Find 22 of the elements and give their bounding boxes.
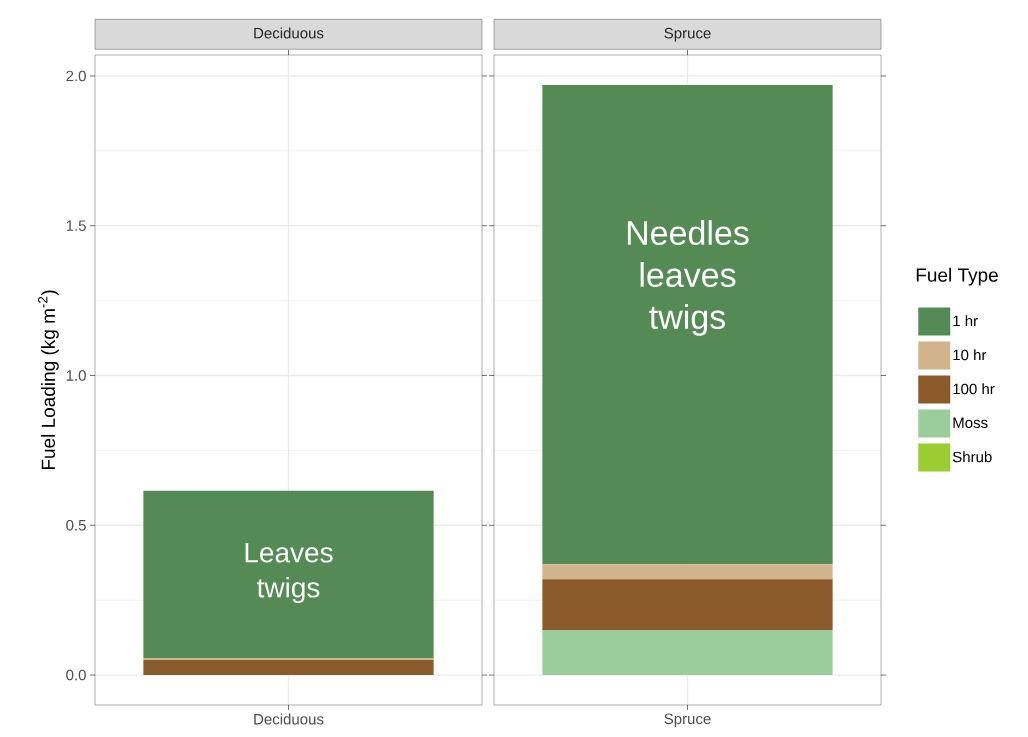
y-tick-label: 2.0 <box>66 70 86 82</box>
legend-label: 10 hr <box>953 349 987 361</box>
bar <box>542 564 833 580</box>
bar <box>542 579 833 631</box>
annotation: Needles leaves twigs <box>627 220 749 336</box>
bar <box>143 660 434 676</box>
bar <box>542 84 833 565</box>
bar <box>542 630 833 676</box>
legend-label: 1 hr <box>953 315 978 327</box>
y-tick-label: 1.0 <box>66 370 86 381</box>
chart-title: Deciduous <box>254 27 324 39</box>
y-tick-label: 1.5 <box>66 220 86 231</box>
y-tick-label: 0.0 <box>66 669 86 681</box>
y-axis-title: Fuel Loading (kg m$^{-2}$) <box>38 290 59 470</box>
legend-title: Fuel Type <box>916 267 998 286</box>
chart-title: Spruce <box>664 27 711 42</box>
legend-label: 100 hr <box>953 383 995 395</box>
legend-label: Moss <box>953 417 988 428</box>
y-tick-label: 0.5 <box>66 519 86 531</box>
annotation: Leaves twigs <box>245 543 333 604</box>
legend-label: Shrub <box>952 451 992 463</box>
bar <box>143 490 434 659</box>
